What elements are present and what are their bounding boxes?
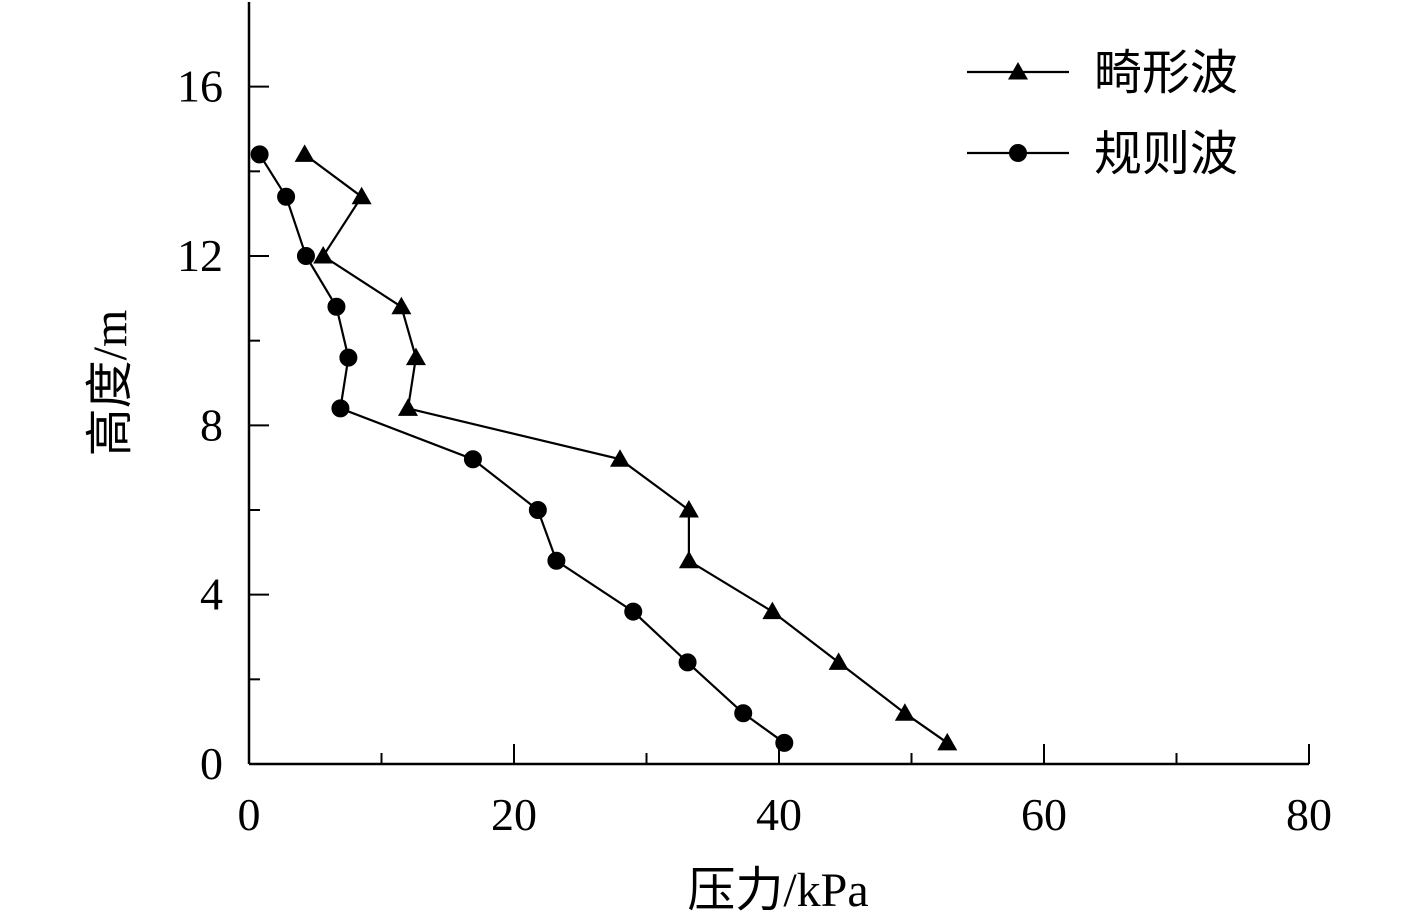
triangle-marker — [405, 347, 426, 366]
circle-marker — [463, 450, 482, 469]
y-tick-label: 0 — [200, 738, 223, 789]
series-triangle — [294, 144, 958, 751]
circle-marker — [339, 348, 358, 367]
x-tick-label: 60 — [1021, 789, 1067, 840]
axes: 0 20 40 60 80 0 4 8 12 16 — [177, 2, 1332, 840]
legend-item: 畸形波 — [967, 47, 1238, 100]
triangle-marker — [610, 449, 630, 467]
circle-marker — [327, 297, 346, 316]
triangle-marker — [828, 652, 849, 670]
circle-marker — [277, 187, 296, 206]
triangle-marker — [351, 186, 372, 205]
x-tick-label: 20 — [491, 789, 537, 840]
triangle-marker — [294, 144, 315, 162]
legend-label: 畸形波 — [1094, 47, 1238, 100]
circle-marker — [678, 653, 697, 672]
circle-marker — [331, 399, 350, 418]
legend-item: 规则波 — [967, 128, 1238, 181]
x-tick-label: 0 — [238, 789, 261, 840]
circle-marker — [624, 602, 643, 621]
triangle-marker — [398, 398, 418, 416]
x-tick-label: 80 — [1286, 789, 1332, 840]
circle-marker — [296, 247, 315, 265]
triangle-marker — [678, 500, 699, 518]
y-tick-label: 12 — [177, 230, 223, 281]
series-circle — [250, 145, 794, 752]
triangle-marker — [1008, 62, 1028, 80]
triangle-marker — [391, 296, 412, 315]
circle-marker — [250, 145, 269, 164]
series-layer — [250, 144, 958, 752]
circle-marker — [734, 704, 753, 723]
series-line — [258, 153, 785, 744]
circle-marker — [547, 551, 566, 570]
triangle-marker — [937, 732, 958, 751]
y-tick-label: 8 — [200, 399, 223, 450]
legend-label: 规则波 — [1094, 128, 1238, 181]
triangle-marker — [313, 246, 334, 264]
circle-marker — [1009, 144, 1027, 162]
y-tick-label: 16 — [177, 61, 223, 112]
circle-marker — [775, 733, 794, 752]
triangle-marker — [762, 601, 783, 620]
y-tick-label: 4 — [200, 569, 223, 620]
circle-marker — [528, 501, 547, 519]
triangle-marker — [894, 703, 915, 721]
series-line — [303, 153, 948, 744]
y-axis-title: 高度/m — [84, 310, 137, 457]
x-tick-label: 40 — [756, 789, 802, 840]
triangle-marker — [678, 550, 699, 569]
x-axis-title: 压力/kPa — [687, 864, 868, 916]
